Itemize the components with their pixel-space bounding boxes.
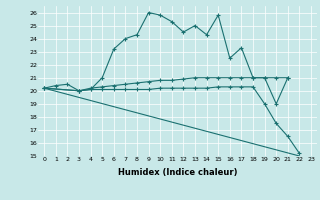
X-axis label: Humidex (Indice chaleur): Humidex (Indice chaleur) <box>118 168 237 177</box>
